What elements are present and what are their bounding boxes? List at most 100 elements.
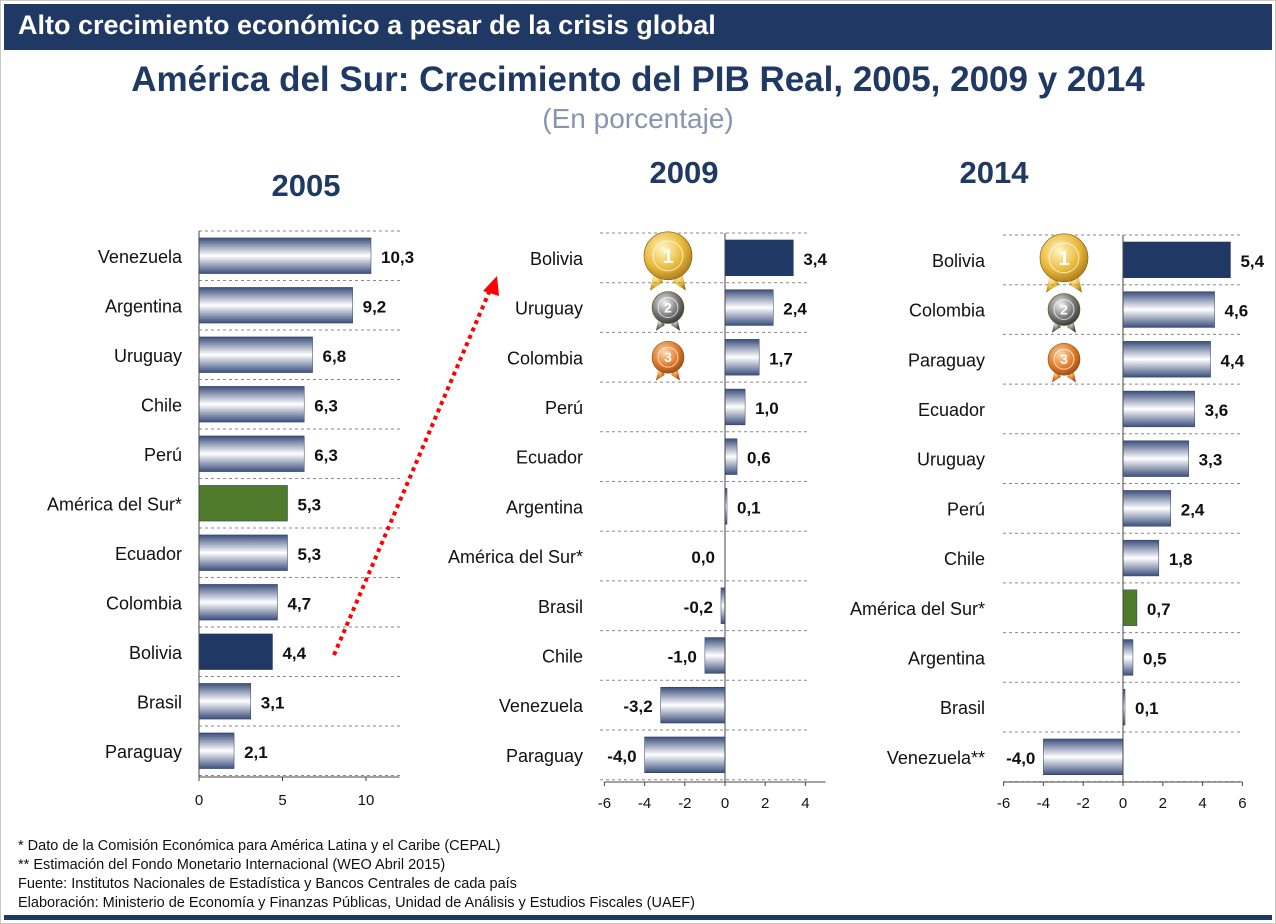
value-label-2014-Paraguay: 4,4 [1221,351,1245,370]
bar-2014-Perú [1122,490,1172,527]
value-label-2014-América del Sur*: 0,7 [1147,600,1171,619]
category-label-2014-América del Sur*: América del Sur* [850,599,985,619]
x-tick-label-2014: 6 [1238,795,1246,812]
category-label-2009-Ecuador: Ecuador [516,448,583,468]
value-label-2014-Colombia: 4,6 [1225,302,1249,321]
chart-title-2014: 2014 [960,155,1030,190]
medal-rank-1: 1 [1058,248,1069,270]
x-tick-label-2014: -2 [1077,795,1090,812]
x-tick-label-2009: 0 [721,795,729,812]
value-label-2014-Brasil: 0,1 [1135,699,1159,718]
x-tick-label-2009: -2 [678,795,691,812]
medal-ribbon-3 [656,365,665,381]
bottom-rule [4,915,1272,920]
bar-2009-Perú [724,388,746,426]
category-label-2014-Paraguay: Paraguay [908,350,985,370]
medal-3-icon [1047,342,1081,376]
page-subtitle: (En porcentaje) [542,103,734,134]
medal-ribbon-1 [672,267,686,291]
category-label-2014-Venezuela**: Venezuela** [887,748,985,768]
value-label-2009-América del Sur*: 0,0 [691,548,715,567]
category-label-2005-Uruguay: Uruguay [114,346,182,366]
category-label-2014-Colombia: Colombia [909,301,986,321]
x-tick-label-2009: -6 [598,795,611,812]
value-label-2009-Bolivia: 3,4 [803,250,827,269]
category-label-2009-Argentina: Argentina [506,497,584,517]
category-label-2014-Perú: Perú [947,499,985,519]
footnote-elaboration: Elaboración: Ministerio de Economía y Fi… [18,895,695,911]
x-tick-label-2009: -4 [638,795,651,812]
value-label-2005-América del Sur*: 5,3 [298,495,322,514]
footnote-fmi: ** Estimación del Fondo Monetario Intern… [18,857,446,873]
medal-ribbon-2 [1067,317,1076,333]
medal-2-icon [1047,293,1081,326]
x-tick-label-2014: -4 [1037,795,1050,812]
value-label-2009-Venezuela: -3,2 [623,697,652,716]
bar-2009-Venezuela [660,687,726,724]
category-label-2009-Chile: Chile [542,646,583,666]
value-label-2014-Chile: 1,8 [1169,550,1193,569]
chart-title-2009: 2009 [650,155,719,190]
category-label-2005-Chile: Chile [141,395,182,415]
bar-2014-América del Sur* [1122,589,1138,626]
medal-ribbon-3 [1052,367,1061,383]
category-label-2005-Bolivia: Bolivia [129,643,183,663]
value-label-2014-Bolivia: 5,4 [1240,252,1264,271]
bar-2009-Bolivia [724,239,794,276]
medal-ribbon-1 [1068,269,1082,293]
value-label-2005-Perú: 6,3 [314,446,338,465]
value-label-2005-Bolivia: 4,4 [282,644,306,663]
medal-ribbon-3 [671,365,680,381]
value-label-2009-Argentina: 0,1 [737,498,761,517]
x-tick-label-2009: 4 [801,795,809,812]
bar-2005-Perú [198,435,305,472]
value-label-2005-Uruguay: 6,8 [323,347,347,366]
category-label-2005-Argentina: Argentina [105,296,183,316]
medal-2-icon [651,291,685,324]
medal-rank-1: 1 [662,246,673,268]
medal-rank-3: 3 [1060,352,1068,367]
medal-1-icon [1039,233,1089,283]
bar-2005-América del Sur* [198,485,288,522]
medal-ribbon-2 [671,315,680,331]
bar-2005-Ecuador [198,534,288,571]
bar-2014-Chile [1122,539,1160,577]
category-label-2005-América del Sur*: América del Sur* [47,494,182,514]
category-label-2009-América del Sur*: América del Sur* [448,547,583,567]
bar-2014-Argentina [1122,639,1134,676]
value-label-2009-Perú: 1,0 [755,399,779,418]
category-label-2005-Colombia: Colombia [106,593,183,613]
medal-ribbon-1 [1046,269,1060,293]
category-label-2005-Brasil: Brasil [137,692,182,712]
bolivia-trend-arrow [332,289,492,656]
bar-2014-Ecuador [1122,390,1195,428]
category-label-2014-Ecuador: Ecuador [918,400,985,420]
header-banner: Alto crecimiento económico a pesar de la… [4,4,1272,50]
medal-3-icon [651,340,685,374]
x-tick-label-2014: 4 [1198,795,1206,812]
x-tick-label-2005: 10 [358,792,375,809]
value-label-2014-Uruguay: 3,3 [1199,451,1223,470]
category-label-2009-Paraguay: Paraguay [506,746,583,766]
footnote-cepal: * Dato de la Comisión Económica para Amé… [18,838,501,854]
bar-2009-Ecuador [724,438,738,475]
x-tick-label-2005: 0 [195,792,203,809]
bar-2014-Paraguay [1122,341,1211,378]
bar-2014-Colombia [1122,291,1215,328]
medal-ring [652,240,684,272]
category-label-2005-Venezuela: Venezuela [98,247,183,267]
x-tick-label-2014: -6 [997,795,1010,812]
bar-2014-Uruguay [1122,440,1189,477]
category-label-2009-Bolivia: Bolivia [530,249,584,269]
value-label-2009-Colombia: 1,7 [769,349,793,368]
value-label-2014-Ecuador: 3,6 [1205,401,1229,420]
bar-2014-Venezuela** [1043,738,1124,775]
value-label-2009-Paraguay: -4,0 [607,747,636,766]
medal-1-icon [643,231,693,281]
medal-rank-3: 3 [664,350,672,365]
medal-ring [1048,242,1080,274]
value-label-2009-Ecuador: 0,6 [747,449,771,468]
footnotes: * Dato de la Comisión Económica para Amé… [18,837,695,913]
x-tick-label-2014: 2 [1159,795,1167,812]
bar-2014-Bolivia [1122,241,1231,278]
